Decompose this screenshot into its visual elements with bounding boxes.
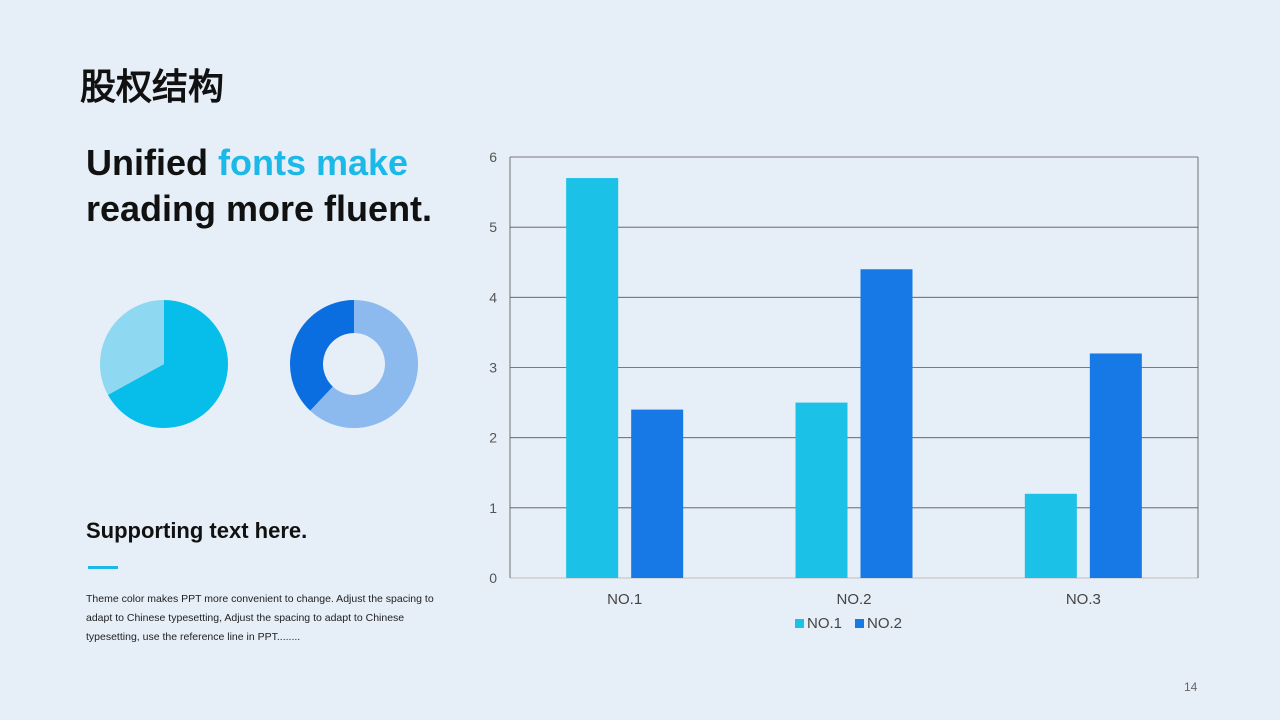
legend-swatch (855, 619, 864, 628)
y-tick-label: 3 (489, 360, 497, 376)
supporting-body: Theme color makes PPT more convenient to… (86, 593, 434, 643)
donut-chart (286, 296, 422, 437)
bar-2-2 (860, 269, 913, 578)
bar-2-3 (1089, 353, 1142, 578)
page-number: 14 (1184, 680, 1198, 694)
legend-label: NO.2 (867, 615, 902, 632)
pie-slice-2 (100, 300, 164, 395)
bar-1-2 (795, 402, 848, 578)
accent-divider (88, 566, 118, 569)
pie-slice-2 (290, 300, 354, 411)
headline: Unified fonts make reading more fluent. (86, 140, 432, 232)
page-title: 股权结构 (80, 67, 225, 108)
headline-line2: reading more fluent. (86, 188, 433, 229)
legend-label: NO.1 (807, 615, 842, 632)
pie-slice-1 (107, 300, 228, 428)
legend-swatch (795, 619, 804, 628)
bar-1-3 (1024, 493, 1077, 578)
pie-chart (96, 296, 232, 437)
bar-1-1 (566, 178, 619, 579)
y-tick-label: 5 (489, 219, 497, 235)
supporting-title: Supporting text here. (86, 518, 308, 543)
x-tick-label: NO.3 (1066, 591, 1101, 608)
bar-2-1 (631, 409, 684, 578)
bar-chart: 0 1 2 3 4 5 6 NO.1 NO.2 NO.3 NO.1 NO.2 (470, 140, 1230, 655)
x-tick-label: NO.1 (607, 591, 642, 608)
headline-part1: Unified (86, 142, 218, 183)
x-tick-label: NO.2 (836, 591, 871, 608)
y-tick-label: 6 (489, 149, 497, 165)
y-tick-label: 0 (489, 570, 497, 586)
y-tick-label: 2 (489, 430, 497, 446)
pie-slice-1 (310, 300, 418, 428)
headline-accent: fonts make (218, 142, 409, 183)
y-tick-label: 4 (489, 289, 497, 305)
y-tick-label: 1 (489, 500, 497, 516)
